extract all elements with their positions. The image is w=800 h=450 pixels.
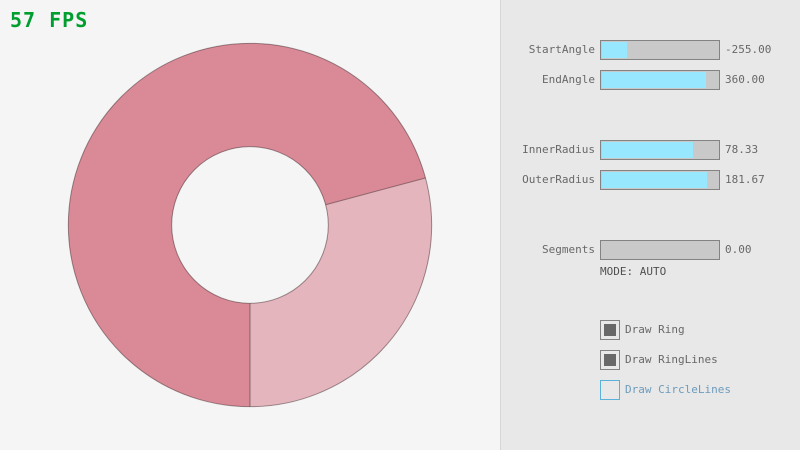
- draw-ring-checkbox-label: Draw Ring: [625, 323, 685, 336]
- segments-label: Segments: [542, 243, 595, 256]
- inner-radius-slider-fill: [602, 142, 693, 158]
- draw-circle-lines-checkbox-label: Draw CircleLines: [625, 383, 731, 396]
- start-angle-label: StartAngle: [528, 43, 595, 56]
- end-angle-slider[interactable]: [600, 70, 720, 90]
- ring-lines: [67, 42, 433, 408]
- start-angle-slider[interactable]: [600, 40, 720, 60]
- ring-outer-outline: [67, 42, 433, 408]
- segments-slider[interactable]: [600, 240, 720, 260]
- inner-radius-slider[interactable]: [600, 140, 720, 160]
- inner-radius-value: 78.33: [725, 143, 759, 156]
- outer-radius-slider[interactable]: [600, 170, 720, 190]
- ring-sector-single: [250, 177, 432, 407]
- draw-ring-lines-checkbox-label: Draw RingLines: [625, 353, 718, 366]
- draw-circle-lines-checkbox[interactable]: [600, 380, 620, 400]
- outer-radius-slider-fill: [602, 172, 707, 188]
- segments-value: 0.00: [725, 243, 752, 256]
- start-angle-value: -255.00: [725, 43, 772, 56]
- ring-inner-outline: [171, 146, 329, 304]
- inner-radius-label: InnerRadius: [522, 143, 595, 156]
- outer-radius-label: OuterRadius: [522, 173, 595, 186]
- segments-mode-status: MODE: AUTO: [600, 265, 667, 278]
- fps-counter: 57 FPS: [10, 8, 89, 32]
- ring-edge-line-upper-right: [325, 177, 426, 206]
- end-angle-label: EndAngle: [542, 73, 595, 86]
- end-angle-value: 360.00: [725, 73, 765, 86]
- end-angle-slider-fill: [602, 72, 706, 88]
- draw-ring-lines-checkbox[interactable]: [600, 350, 620, 370]
- start-angle-slider-fill: [602, 42, 627, 58]
- outer-radius-value: 181.67: [725, 173, 765, 186]
- draw-ring-checkbox[interactable]: [600, 320, 620, 340]
- ring-chart: [67, 42, 433, 408]
- ring-sector-overlap: [68, 43, 426, 407]
